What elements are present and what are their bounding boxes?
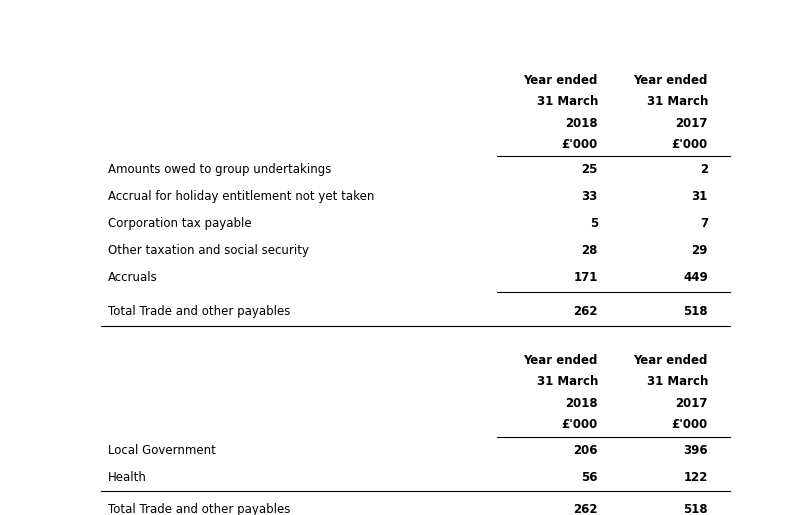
Text: 31 March: 31 March: [646, 375, 708, 388]
Text: £'000: £'000: [562, 138, 598, 151]
Text: Corporation tax payable: Corporation tax payable: [108, 217, 251, 230]
Text: 31: 31: [692, 190, 708, 203]
Text: Total Trade and other payables: Total Trade and other payables: [108, 305, 290, 318]
Text: 2018: 2018: [565, 116, 598, 130]
Text: Amounts owed to group undertakings: Amounts owed to group undertakings: [108, 163, 331, 176]
Text: 56: 56: [581, 471, 598, 484]
Text: 33: 33: [581, 190, 598, 203]
Text: Year ended: Year ended: [524, 354, 598, 367]
Text: Health: Health: [108, 471, 147, 484]
Text: 262: 262: [573, 305, 598, 318]
Text: 28: 28: [581, 244, 598, 257]
Text: £'000: £'000: [672, 418, 708, 431]
Text: 2: 2: [700, 163, 708, 176]
Text: 2017: 2017: [676, 116, 708, 130]
Text: 31 March: 31 March: [537, 375, 598, 388]
Text: 122: 122: [684, 471, 708, 484]
Text: Accrual for holiday entitlement not yet taken: Accrual for holiday entitlement not yet …: [108, 190, 374, 203]
Text: £'000: £'000: [562, 418, 598, 431]
Text: Accruals: Accruals: [108, 271, 157, 284]
Text: 5: 5: [590, 217, 598, 230]
Text: 171: 171: [573, 271, 598, 284]
Text: 262: 262: [573, 503, 598, 515]
Text: 206: 206: [573, 444, 598, 457]
Text: 29: 29: [692, 244, 708, 257]
Text: Year ended: Year ended: [524, 74, 598, 87]
Text: 518: 518: [684, 503, 708, 515]
Text: Year ended: Year ended: [633, 74, 708, 87]
Text: 2017: 2017: [676, 397, 708, 410]
Text: 449: 449: [683, 271, 708, 284]
Text: Year ended: Year ended: [633, 354, 708, 367]
Text: Total Trade and other payables: Total Trade and other payables: [108, 503, 290, 515]
Text: 396: 396: [684, 444, 708, 457]
Text: 31 March: 31 March: [646, 95, 708, 108]
Text: £'000: £'000: [672, 138, 708, 151]
Text: Local Government: Local Government: [108, 444, 216, 457]
Text: Other taxation and social security: Other taxation and social security: [108, 244, 309, 257]
Text: 31 March: 31 March: [537, 95, 598, 108]
Text: 25: 25: [581, 163, 598, 176]
Text: 2018: 2018: [565, 397, 598, 410]
Text: 518: 518: [684, 305, 708, 318]
Text: 7: 7: [700, 217, 708, 230]
